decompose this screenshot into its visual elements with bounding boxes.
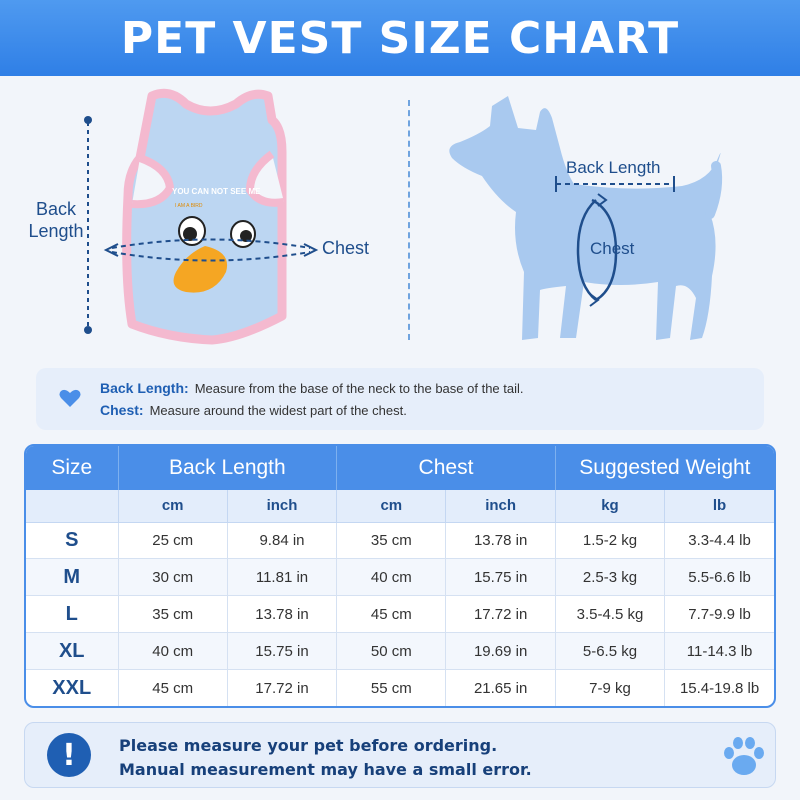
table-cell: 55 cm xyxy=(336,669,447,706)
paw-icon xyxy=(724,737,764,775)
page-title: PET VEST SIZE CHART xyxy=(120,12,680,64)
size-cell: S xyxy=(26,522,119,560)
table-cell: 15.75 in xyxy=(227,632,338,671)
dog-back-length-label: Back Length xyxy=(566,158,661,177)
measure-dot xyxy=(84,116,92,124)
arrow-icon xyxy=(597,193,608,207)
size-cell: M xyxy=(26,558,119,597)
chest-desc: Measure around the widest part of the ch… xyxy=(149,403,407,418)
table-cell: 15.4-19.8 lb xyxy=(679,679,760,697)
vest-back-length-label: Back Length xyxy=(24,198,88,242)
table-cell: 5-6.5 kg xyxy=(555,632,666,671)
table-cell: 19.69 in xyxy=(445,632,556,671)
table-cell: 5.5-6.6 lb xyxy=(664,558,774,597)
illustration-area: YOU CAN NOT SEE ME I AM A BIRD Back Leng… xyxy=(0,76,800,366)
table-cell: 40 cm xyxy=(336,558,447,597)
unit-header: lb xyxy=(664,490,774,523)
table-cell: 17.72 in xyxy=(227,669,338,706)
heart-icon xyxy=(59,389,81,407)
vest-armhole xyxy=(131,154,175,209)
header-back-length: Back Length xyxy=(118,446,338,490)
table-cell: 9.84 in xyxy=(227,522,338,560)
table-cell: 30 cm xyxy=(118,558,228,597)
table-cell: 3.3-4.4 lb xyxy=(664,522,774,560)
vest-pupil xyxy=(240,230,252,242)
table-cell: 3.5-4.5 kg xyxy=(555,595,666,634)
measurement-info: Back Length: Measure from the base of the… xyxy=(36,368,764,430)
vest-beak xyxy=(173,246,228,293)
table-cell: 7-9 kg xyxy=(555,669,666,706)
table-cell: 35 cm xyxy=(336,522,447,560)
table-cell: 21.65 in xyxy=(445,669,556,706)
table-row: S 25 cm 9.84 in 35 cm 13.78 in 1.5-2 kg … xyxy=(26,522,774,560)
note-line1: Please measure your pet before ordering. xyxy=(119,736,498,755)
chest-measure-bottom xyxy=(111,251,311,262)
header-chest: Chest xyxy=(336,446,556,490)
dog-tail xyxy=(705,161,723,219)
header-size: Size xyxy=(26,446,119,490)
back-length-info: Back Length: Measure from the base of the… xyxy=(100,380,524,396)
vest-print-line1: YOU CAN NOT SEE ME xyxy=(172,187,261,196)
dog-chest-arc-right xyxy=(591,198,618,302)
header-suggested-weight: Suggested Weight xyxy=(555,446,774,490)
size-cell: L xyxy=(26,595,119,634)
table-row: M 30 cm 11.81 in 40 cm 15.75 in 2.5-3 kg… xyxy=(26,558,774,597)
arrow-right-icon xyxy=(303,243,319,257)
arrow-left-icon xyxy=(103,243,119,257)
table-cell: 1.5-2 kg xyxy=(555,522,666,560)
table-row: L 35 cm 13.78 in 45 cm 17.72 in 3.5-4.5 … xyxy=(26,595,774,634)
size-table: Size Back Length Chest Suggested Weight … xyxy=(24,444,776,708)
table-cell: 13.78 in xyxy=(227,595,338,634)
back-length-desc: Measure from the base of the neck to the… xyxy=(194,381,524,396)
table-cell: 11.81 in xyxy=(227,558,338,597)
vest-pupil xyxy=(183,227,197,241)
dog-silhouette xyxy=(449,96,723,340)
table-cell: 15.75 in xyxy=(445,558,556,597)
measure-dot xyxy=(84,326,92,334)
chest-measure-top xyxy=(111,238,311,249)
unit-header: cm xyxy=(118,490,228,523)
vest-chest-label: Chest xyxy=(322,238,370,258)
dog-chest-arc-left xyxy=(576,199,597,301)
table-cell: 17.72 in xyxy=(445,595,556,634)
unit-header: kg xyxy=(555,490,666,523)
vest-back-length-label-line2: Length xyxy=(28,221,84,241)
vest-body xyxy=(122,88,287,345)
unit-header: inch xyxy=(227,490,338,523)
unit-header: inch xyxy=(445,490,556,523)
measurement-note: ! Please measure your pet before orderin… xyxy=(24,722,776,788)
table-cell: 7.7-9.9 lb xyxy=(664,595,774,634)
vest-back-length-label-line1: Back xyxy=(35,199,77,219)
unit-header: cm xyxy=(336,490,447,523)
chest-term: Chest: xyxy=(100,402,144,418)
arrow-icon xyxy=(589,293,600,307)
note-line2: Manual measurement may have a small erro… xyxy=(119,760,532,779)
table-cell: 2.5-3 kg xyxy=(555,558,666,597)
table-cell: 11-14.3 lb xyxy=(664,632,774,671)
chest-info: Chest: Measure around the widest part of … xyxy=(100,402,407,418)
exclamation-icon: ! xyxy=(47,733,91,777)
illustration-divider xyxy=(408,100,410,340)
table-cell: 13.78 in xyxy=(445,522,556,560)
back-length-term: Back Length: xyxy=(100,380,189,396)
table-cell: 45 cm xyxy=(118,669,228,706)
table-cell: 35 cm xyxy=(118,595,228,634)
vest-illustration: YOU CAN NOT SEE ME I AM A BIRD xyxy=(84,88,319,345)
size-cell: XXL xyxy=(26,669,119,706)
size-cell: XL xyxy=(26,632,119,671)
dog-body xyxy=(449,96,721,340)
table-row: XL 40 cm 15.75 in 50 cm 19.69 in 5-6.5 k… xyxy=(26,632,774,671)
table-cell: 50 cm xyxy=(336,632,447,671)
table-cell: 25 cm xyxy=(118,522,228,560)
vest-print-line2: I AM A BIRD xyxy=(175,203,203,209)
title-banner: PET VEST SIZE CHART xyxy=(0,0,800,76)
table-row: XXL 45 cm 17.72 in 55 cm 21.65 in 7-9 kg… xyxy=(26,669,774,706)
vest-armhole xyxy=(245,150,285,207)
unit-header-blank xyxy=(26,490,119,523)
dog-chest-label: Chest xyxy=(590,239,635,258)
table-cell: 45 cm xyxy=(336,595,447,634)
table-cell: 40 cm xyxy=(118,632,228,671)
